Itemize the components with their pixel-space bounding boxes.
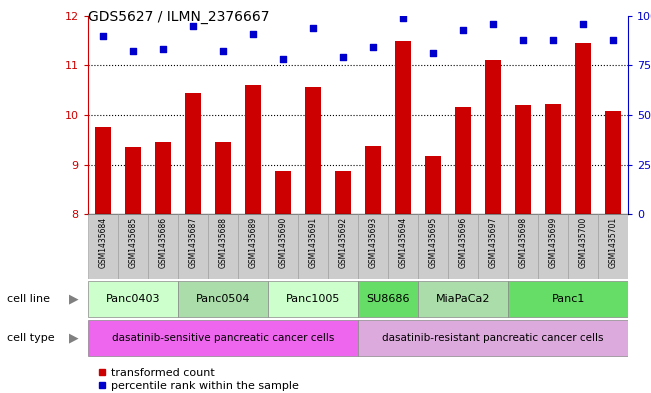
Text: Panc1005: Panc1005 — [286, 294, 340, 304]
Point — [158, 46, 168, 53]
Text: Panc0403: Panc0403 — [105, 294, 160, 304]
Bar — [508, 281, 628, 317]
Point — [248, 30, 258, 37]
Text: MiaPaCa2: MiaPaCa2 — [436, 294, 490, 304]
Text: GSM1435685: GSM1435685 — [128, 217, 137, 268]
Text: GSM1435690: GSM1435690 — [279, 217, 288, 268]
Text: cell type: cell type — [7, 333, 54, 343]
Bar — [425, 156, 441, 214]
Bar — [215, 142, 231, 214]
Point — [308, 24, 318, 31]
Bar — [124, 147, 141, 214]
Text: SU8686: SU8686 — [367, 294, 410, 304]
Point — [428, 50, 438, 57]
Text: GSM1435694: GSM1435694 — [398, 217, 408, 268]
Bar — [568, 214, 598, 279]
Text: cell line: cell line — [7, 294, 49, 304]
Bar — [575, 43, 592, 214]
Bar — [178, 214, 208, 279]
Bar — [268, 281, 358, 317]
Text: GSM1435698: GSM1435698 — [519, 217, 528, 268]
Bar — [605, 112, 622, 214]
Bar — [238, 214, 268, 279]
Point — [488, 20, 499, 27]
Bar — [178, 281, 268, 317]
Bar — [485, 61, 501, 214]
Point — [608, 37, 618, 43]
Bar — [508, 214, 538, 279]
Text: GSM1435701: GSM1435701 — [609, 217, 618, 268]
Bar — [94, 127, 111, 214]
Bar — [545, 103, 561, 214]
Text: GSM1435684: GSM1435684 — [98, 217, 107, 268]
Point — [128, 48, 138, 55]
Bar — [388, 214, 418, 279]
Bar — [305, 87, 322, 214]
Point — [187, 22, 198, 29]
Bar — [185, 93, 201, 214]
Point — [368, 44, 378, 51]
Point — [338, 54, 348, 61]
Bar — [335, 171, 352, 214]
Bar — [275, 171, 291, 214]
Bar — [328, 214, 358, 279]
Text: ▶: ▶ — [68, 292, 78, 305]
Bar — [478, 214, 508, 279]
Point — [398, 15, 408, 21]
Point — [278, 56, 288, 62]
Text: GSM1435700: GSM1435700 — [579, 217, 588, 268]
Bar — [88, 320, 358, 356]
Point — [548, 37, 559, 43]
Text: GSM1435699: GSM1435699 — [549, 217, 558, 268]
Point — [578, 20, 589, 27]
Bar — [268, 214, 298, 279]
Text: GDS5627 / ILMN_2376667: GDS5627 / ILMN_2376667 — [88, 10, 270, 24]
Text: Panc1: Panc1 — [551, 294, 585, 304]
Text: GSM1435688: GSM1435688 — [219, 217, 227, 268]
Bar — [118, 214, 148, 279]
Bar — [358, 214, 388, 279]
Bar — [88, 281, 178, 317]
Bar — [358, 281, 418, 317]
Bar — [365, 146, 381, 214]
Point — [217, 48, 229, 55]
Bar — [455, 107, 471, 214]
Legend: transformed count, percentile rank within the sample: transformed count, percentile rank withi… — [94, 363, 303, 393]
Text: GSM1435686: GSM1435686 — [158, 217, 167, 268]
Text: GSM1435687: GSM1435687 — [188, 217, 197, 268]
Text: GSM1435693: GSM1435693 — [368, 217, 378, 268]
Text: GSM1435696: GSM1435696 — [458, 217, 467, 268]
Bar — [208, 214, 238, 279]
Bar — [155, 142, 171, 214]
Point — [98, 33, 108, 39]
Bar — [538, 214, 568, 279]
Bar — [298, 214, 328, 279]
Bar — [448, 214, 478, 279]
Point — [458, 26, 468, 33]
Bar — [88, 214, 118, 279]
Bar — [148, 214, 178, 279]
Text: GSM1435697: GSM1435697 — [489, 217, 497, 268]
Bar — [418, 281, 508, 317]
Bar — [598, 214, 628, 279]
Point — [518, 37, 529, 43]
Text: dasatinib-sensitive pancreatic cancer cells: dasatinib-sensitive pancreatic cancer ce… — [112, 333, 334, 343]
Bar — [515, 105, 531, 214]
Text: GSM1435689: GSM1435689 — [249, 217, 258, 268]
Bar — [395, 40, 411, 214]
Bar — [418, 214, 448, 279]
Bar — [245, 85, 261, 214]
Text: GSM1435692: GSM1435692 — [339, 217, 348, 268]
Text: GSM1435695: GSM1435695 — [428, 217, 437, 268]
Text: Panc0504: Panc0504 — [196, 294, 250, 304]
Text: GSM1435691: GSM1435691 — [309, 217, 318, 268]
Text: dasatinib-resistant pancreatic cancer cells: dasatinib-resistant pancreatic cancer ce… — [382, 333, 604, 343]
Bar — [358, 320, 628, 356]
Text: ▶: ▶ — [68, 331, 78, 345]
